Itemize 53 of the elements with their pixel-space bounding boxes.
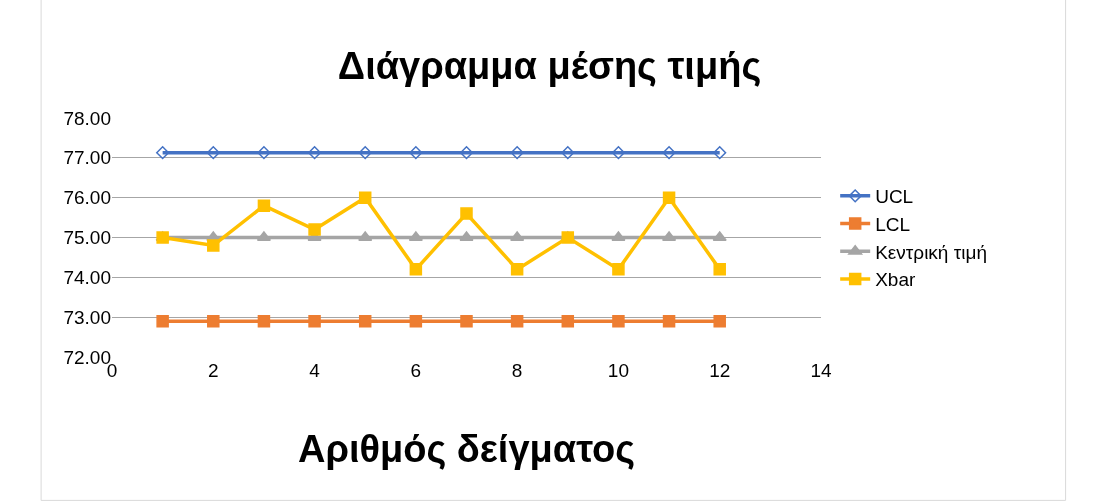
point bbox=[308, 223, 321, 236]
point bbox=[358, 314, 372, 328]
point bbox=[713, 263, 726, 276]
point bbox=[156, 314, 169, 328]
legend-label: Xbar bbox=[875, 269, 916, 291]
point bbox=[307, 146, 322, 160]
point bbox=[510, 263, 524, 276]
point bbox=[257, 146, 271, 160]
point bbox=[409, 146, 423, 160]
y-tick-label: 75.00 bbox=[63, 227, 111, 249]
point bbox=[662, 146, 676, 160]
point bbox=[460, 207, 473, 220]
point bbox=[561, 314, 575, 328]
chart-title: Διάγραμμα μέσης τιμής bbox=[337, 44, 762, 87]
point bbox=[156, 146, 170, 160]
point bbox=[713, 146, 727, 160]
point bbox=[510, 146, 524, 160]
point bbox=[308, 314, 321, 328]
point bbox=[662, 314, 676, 328]
x-tick-label: 8 bbox=[511, 360, 523, 381]
point bbox=[612, 263, 625, 276]
y-tick-label: 76.00 bbox=[63, 187, 111, 209]
point bbox=[206, 146, 220, 160]
x-tick-label: 6 bbox=[410, 360, 422, 381]
x-tick-label: 12 bbox=[709, 360, 731, 381]
point bbox=[510, 314, 524, 328]
x-tick-label: 10 bbox=[607, 360, 629, 381]
point bbox=[612, 314, 625, 328]
point bbox=[257, 314, 271, 328]
point bbox=[358, 146, 372, 160]
point bbox=[611, 146, 626, 160]
x-tick-label: 2 bbox=[208, 360, 219, 381]
point bbox=[358, 191, 372, 204]
x-tick-label: 4 bbox=[309, 360, 321, 381]
y-tick-label: 77.00 bbox=[63, 147, 111, 169]
point bbox=[257, 199, 271, 212]
point bbox=[561, 146, 575, 160]
x-tick-label: 14 bbox=[810, 360, 832, 381]
y-tick-label: 78.00 bbox=[63, 107, 111, 129]
legend-label: UCL bbox=[875, 186, 914, 208]
y-tick-label: 73.00 bbox=[63, 306, 111, 328]
point bbox=[409, 314, 423, 328]
point bbox=[713, 314, 726, 328]
point bbox=[459, 146, 474, 160]
x-axis-title: Αριθμός δείγματος bbox=[297, 428, 636, 471]
point bbox=[207, 314, 220, 328]
legend-label: Κεντρική τιμή bbox=[875, 241, 987, 263]
point bbox=[409, 263, 423, 276]
point bbox=[460, 314, 473, 328]
point bbox=[662, 191, 676, 204]
legend-label: LCL bbox=[875, 213, 911, 235]
y-tick-label: 74.00 bbox=[63, 266, 111, 288]
point bbox=[207, 239, 220, 252]
